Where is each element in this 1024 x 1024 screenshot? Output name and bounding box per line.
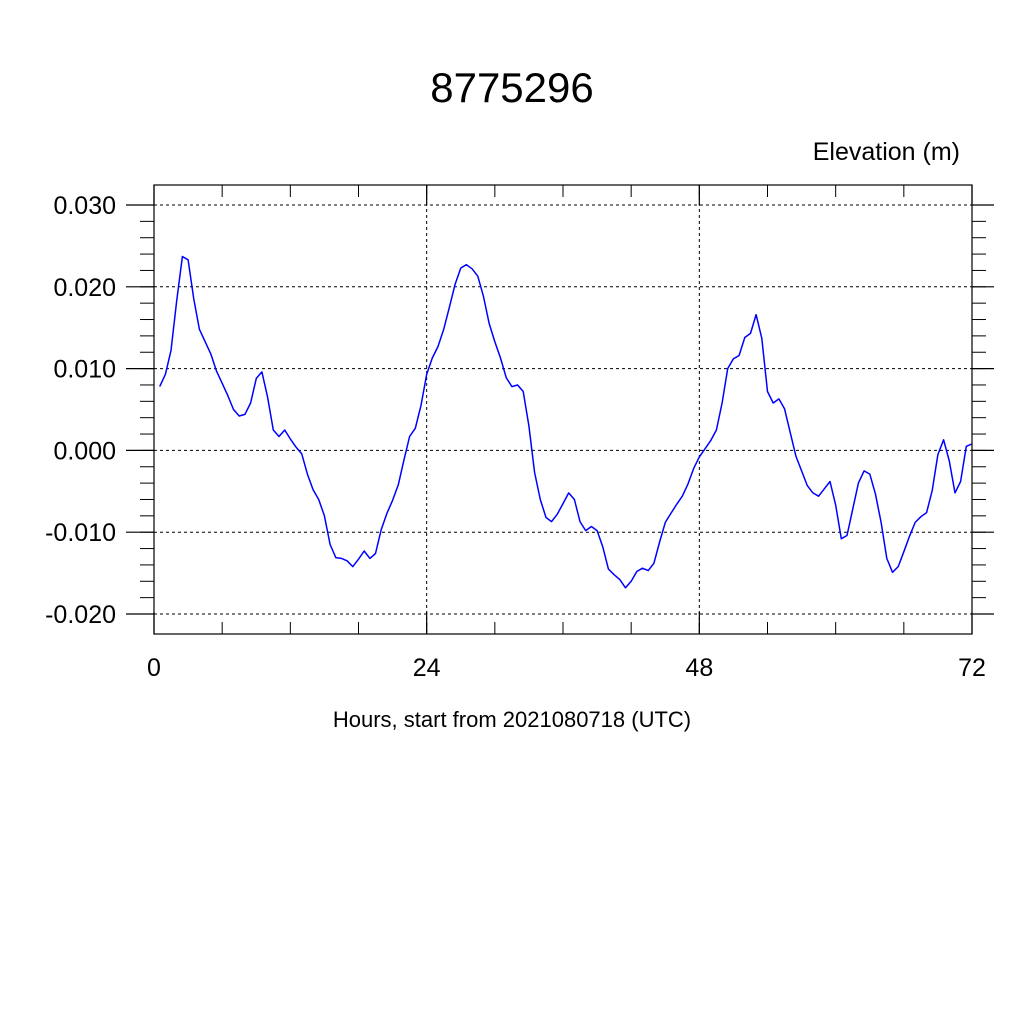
y-tick-label: 0.010	[53, 356, 116, 384]
y-tick-label: 0.020	[53, 274, 116, 302]
x-tick-label: 72	[958, 654, 986, 682]
tick-labels: -0.020 -0.010 0.000 0.010 0.020 0.030 0 24 48 72	[45, 192, 986, 682]
grid-lines	[154, 185, 972, 634]
x-tick-label: 0	[147, 654, 161, 682]
y-axis-label: Elevation (m)	[812, 138, 960, 166]
x-tick-label: 48	[685, 654, 713, 682]
axis-ticks	[126, 185, 994, 634]
y-tick-label: -0.010	[45, 519, 116, 547]
y-tick-label: -0.020	[45, 601, 116, 629]
x-tick-label: 24	[413, 654, 441, 682]
plot-frame	[153, 184, 973, 635]
x-axis-label: Hours, start from 2021080718 (UTC)	[332, 707, 692, 732]
chart-title: 8775296	[430, 64, 594, 111]
series-group	[159, 255, 973, 589]
series-line	[159, 255, 973, 589]
y-tick-label: 0.000	[53, 437, 116, 465]
y-tick-label: 0.030	[53, 192, 116, 220]
